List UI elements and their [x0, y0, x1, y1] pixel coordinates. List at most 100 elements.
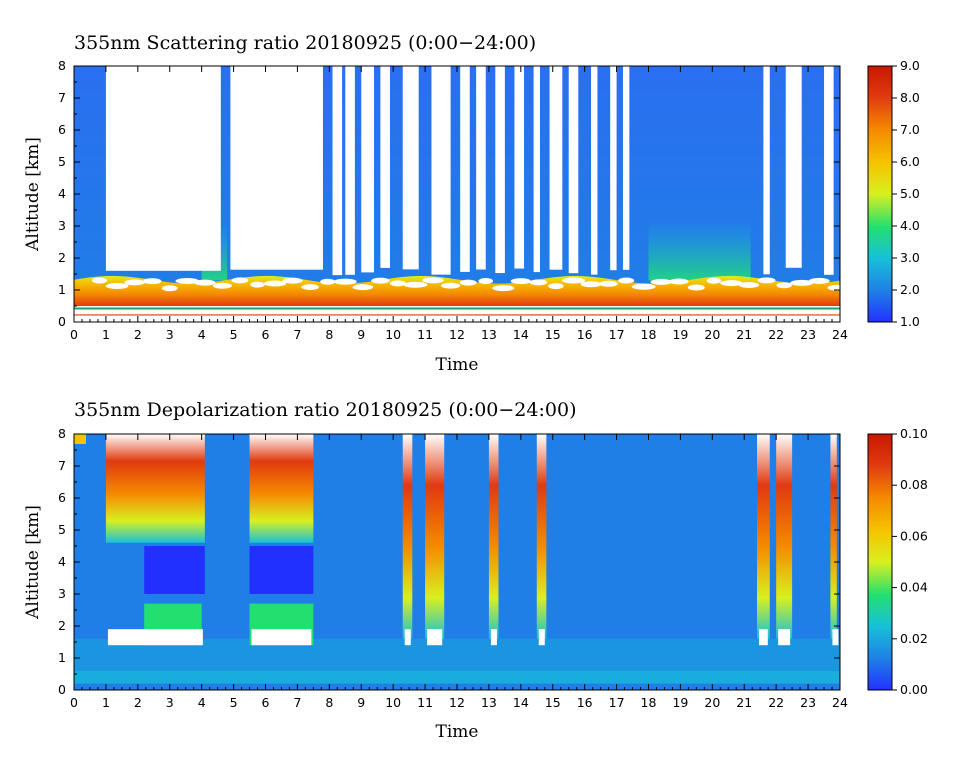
x-tick-label: 15: [545, 695, 561, 710]
y-axis: 0 1 2 3 4 5 6 7 8: [58, 58, 840, 329]
surface-haze: [74, 670, 840, 684]
x-tick-label: 18: [641, 327, 657, 342]
x-tick-label: 24: [832, 327, 848, 342]
x-tick-label: 11: [417, 327, 433, 342]
high-value-patch: [650, 278, 673, 285]
x-tick-label: 18: [641, 695, 657, 710]
x-tick-label: 6: [262, 695, 270, 710]
saturated-patch: [778, 629, 791, 646]
x-tick-label: 13: [481, 695, 497, 710]
depolarization-panel: 355nm Depolarization ratio 20180925 (0:0…: [23, 399, 928, 742]
no-data-gap: [591, 66, 598, 275]
low-depol-band: [144, 546, 205, 594]
no-data-gap: [345, 66, 355, 275]
x-axis: 0 1 2 3 4 5 6 7 8 9 10 11 12 13 14 15 16 17 18 19 20 21 22 23 24: [70, 434, 848, 710]
high-value-patch: [510, 278, 531, 285]
no-data-gap: [514, 66, 525, 269]
saturated-patch: [404, 629, 411, 646]
x-tick-label: 2: [134, 695, 142, 710]
heatmap-area: [74, 434, 840, 690]
x-tick-label: 19: [672, 695, 688, 710]
high-value-patch: [827, 284, 840, 291]
high-value-patch: [738, 282, 760, 289]
x-tick-label: 24: [832, 695, 848, 710]
ice-cloud-column: [536, 434, 547, 639]
x-tick-label: 11: [417, 695, 433, 710]
x-tick-label: 19: [672, 327, 688, 342]
x-axis-label: Time: [436, 722, 479, 742]
high-value-patch: [790, 279, 814, 286]
no-data-gap: [533, 66, 540, 273]
high-value-patch: [548, 283, 564, 290]
no-data-gap: [105, 66, 221, 271]
colorbar-tick-label: 0.06: [900, 528, 928, 543]
high-value-patch: [105, 282, 129, 289]
no-data-gap: [610, 66, 617, 271]
corner-artifact: [74, 434, 86, 444]
heatmap-area: [74, 66, 840, 322]
y-tick-label: 2: [58, 250, 66, 265]
high-value-patch: [618, 277, 635, 284]
x-tick-label: 17: [609, 327, 625, 342]
x-tick-label: 12: [449, 327, 465, 342]
x-tick-label: 0: [70, 695, 78, 710]
x-tick-label: 23: [800, 327, 816, 342]
colorbar-tick-label: 6.0: [900, 154, 920, 169]
y-tick-label: 4: [58, 186, 66, 201]
x-tick-label: 2: [134, 327, 142, 342]
y-tick-label: 5: [58, 522, 66, 537]
high-value-patch: [389, 280, 407, 287]
y-tick-label: 1: [58, 650, 66, 665]
high-value-patch: [194, 279, 216, 286]
x-tick-label: 3: [166, 695, 174, 710]
chart-title: 355nm Depolarization ratio 20180925 (0:0…: [74, 399, 576, 421]
x-tick-label: 9: [357, 695, 365, 710]
x-tick-label: 8: [325, 695, 333, 710]
x-tick-label: 22: [768, 327, 784, 342]
ice-cloud-column: [249, 434, 314, 543]
colorbar: 1.0 2.0 3.0 4.0 5.0 6.0 7.0 8.0 9.0: [867, 58, 920, 329]
colorbar-tick-label: 9.0: [900, 58, 920, 73]
high-value-patch: [776, 282, 792, 289]
colorbar-tick-label: 0.10: [900, 426, 928, 441]
x-tick-label: 22: [768, 695, 784, 710]
no-data-gap: [763, 66, 770, 275]
high-value-patch: [301, 284, 319, 291]
high-value-patch: [808, 277, 830, 284]
x-tick-label: 20: [704, 327, 720, 342]
x-tick-label: 14: [513, 327, 529, 342]
high-value-patch: [529, 279, 548, 286]
saturated-patch: [107, 629, 203, 646]
no-data-gap: [332, 66, 343, 276]
low-depol-band: [249, 546, 314, 594]
y-tick-label: 5: [58, 154, 66, 169]
saturated-patch: [251, 629, 312, 646]
y-tick-label: 6: [58, 122, 66, 137]
y-tick-label: 7: [58, 90, 66, 105]
ice-cloud-column: [105, 434, 205, 543]
colorbar-tick-label: 1.0: [900, 314, 920, 329]
x-tick-label: 5: [230, 695, 238, 710]
no-data-gap: [361, 66, 375, 273]
high-value-patch: [91, 277, 108, 284]
colorbar-tick-label: 7.0: [900, 122, 920, 137]
y-tick-label: 3: [58, 218, 66, 233]
colorbar-tick-label: 2.0: [900, 282, 920, 297]
colorbar: 0.00 0.02 0.04 0.06 0.08 0.10: [867, 426, 928, 697]
high-value-patch: [161, 285, 178, 292]
no-data-gap: [402, 66, 419, 270]
high-value-patch: [599, 280, 618, 287]
high-value-patch: [478, 277, 494, 284]
x-tick-label: 3: [166, 327, 174, 342]
y-tick-label: 8: [58, 58, 66, 73]
no-data-gap: [431, 66, 451, 275]
x-tick-label: 1: [102, 327, 110, 342]
no-data-gap: [460, 66, 470, 272]
colorbar-tick-label: 0.02: [900, 631, 928, 646]
high-value-patch: [333, 278, 357, 285]
colorbar-tick-label: 8.0: [900, 90, 920, 105]
no-data-gap: [230, 66, 323, 270]
colorbar-tick-label: 5.0: [900, 186, 920, 201]
chart-title: 355nm Scattering ratio 20180925 (0:00−24…: [74, 32, 536, 54]
x-tick-label: 4: [198, 327, 206, 342]
